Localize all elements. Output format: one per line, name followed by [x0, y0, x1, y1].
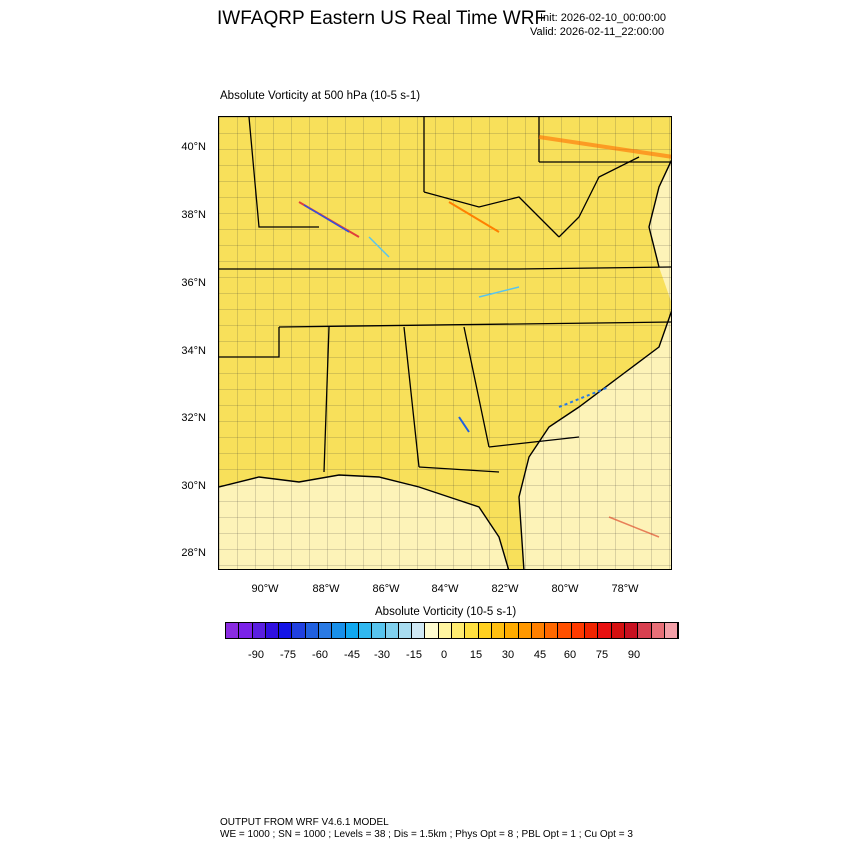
footer-config: WE = 1000 ; SN = 1000 ; Levels = 38 ; Di…	[220, 829, 633, 840]
lat-label-38: 38°N	[181, 209, 206, 221]
colorbar-swatch	[518, 623, 532, 638]
colorbar-swatch	[305, 623, 320, 638]
colorbar-swatch	[598, 623, 612, 638]
colorbar-swatch	[571, 623, 586, 638]
init-time: Init: 2026-02-10_00:00:00	[540, 12, 666, 24]
colorbar-swatch	[585, 623, 599, 638]
colorbar-swatch	[239, 623, 253, 638]
colorbar-swatch	[452, 623, 466, 638]
colorbar-tick: 45	[533, 649, 547, 661]
colorbar-tick: 15	[469, 649, 483, 661]
colorbar-tick: -90	[248, 649, 264, 661]
colorbar-tick: -45	[344, 649, 360, 661]
colorbar-swatch	[531, 623, 546, 638]
lat-label-40: 40°N	[181, 141, 206, 153]
colorbar-tick: -30	[374, 649, 390, 661]
page-title: IWFAQRP Eastern US Real Time WRF	[217, 8, 547, 29]
lat-label-32: 32°N	[181, 412, 206, 424]
colorbar-title: Absolute Vorticity (10-5 s-1)	[375, 606, 517, 618]
colorbar-swatch	[412, 623, 426, 638]
lon-label-80: 80°W	[551, 583, 579, 595]
colorbar-swatch	[398, 623, 413, 638]
lon-label-78: 78°W	[611, 583, 639, 595]
colorbar-tick: -75	[280, 649, 296, 661]
valid-time: Valid: 2026-02-11_22:00:00	[530, 26, 665, 38]
colorbar-swatch	[332, 623, 346, 638]
lon-label-90: 90°W	[251, 583, 279, 595]
colorbar-swatch	[651, 623, 665, 638]
colorbar-swatch	[226, 623, 240, 638]
colorbar-swatch	[545, 623, 559, 638]
colorbar-swatch	[611, 623, 625, 638]
colorbar-swatch	[252, 623, 266, 638]
map-canvas	[219, 117, 671, 569]
colorbar	[225, 622, 680, 639]
vorticity-map	[218, 116, 672, 570]
colorbar-swatch	[319, 623, 333, 638]
lon-label-84: 84°W	[431, 583, 459, 595]
colorbar-swatch	[385, 623, 399, 638]
lon-label-86: 86°W	[372, 583, 400, 595]
lon-label-88: 88°W	[312, 583, 340, 595]
colorbar-swatch	[292, 623, 306, 638]
colorbar-tick: 90	[627, 649, 641, 661]
vorticity-features	[298, 135, 671, 538]
colorbar-swatch	[664, 623, 679, 638]
colorbar-swatch	[624, 623, 639, 638]
lat-label-34: 34°N	[181, 345, 206, 357]
colorbar-swatch	[638, 623, 652, 638]
colorbar-swatch	[505, 623, 519, 638]
colorbar-swatch	[345, 623, 359, 638]
coastline	[219, 159, 671, 569]
state-boundaries	[219, 117, 671, 473]
lat-label-28: 28°N	[181, 547, 206, 559]
colorbar-swatch	[425, 623, 439, 638]
colorbar-swatch	[465, 623, 479, 638]
colorbar-swatch	[558, 623, 572, 638]
colorbar-tick: 0	[440, 649, 448, 661]
colorbar-tick: 30	[501, 649, 515, 661]
colorbar-tick: 75	[595, 649, 609, 661]
county-grid	[219, 117, 671, 569]
colorbar-swatch	[478, 623, 492, 638]
footer-model: OUTPUT FROM WRF V4.6.1 MODEL	[220, 817, 389, 828]
colorbar-swatch	[279, 623, 293, 638]
colorbar-swatch	[438, 623, 453, 638]
colorbar-tick: 60	[563, 649, 577, 661]
lon-label-82: 82°W	[491, 583, 519, 595]
lat-label-36: 36°N	[181, 277, 206, 289]
colorbar-swatch	[491, 623, 506, 638]
lat-label-30: 30°N	[181, 480, 206, 492]
colorbar-tick: -15	[406, 649, 422, 661]
colorbar-tick: -60	[312, 649, 328, 661]
plot-subtitle: Absolute Vorticity at 500 hPa (10-5 s-1)	[220, 90, 421, 102]
colorbar-swatch	[358, 623, 373, 638]
colorbar-swatch	[372, 623, 386, 638]
colorbar-swatch	[265, 623, 280, 638]
